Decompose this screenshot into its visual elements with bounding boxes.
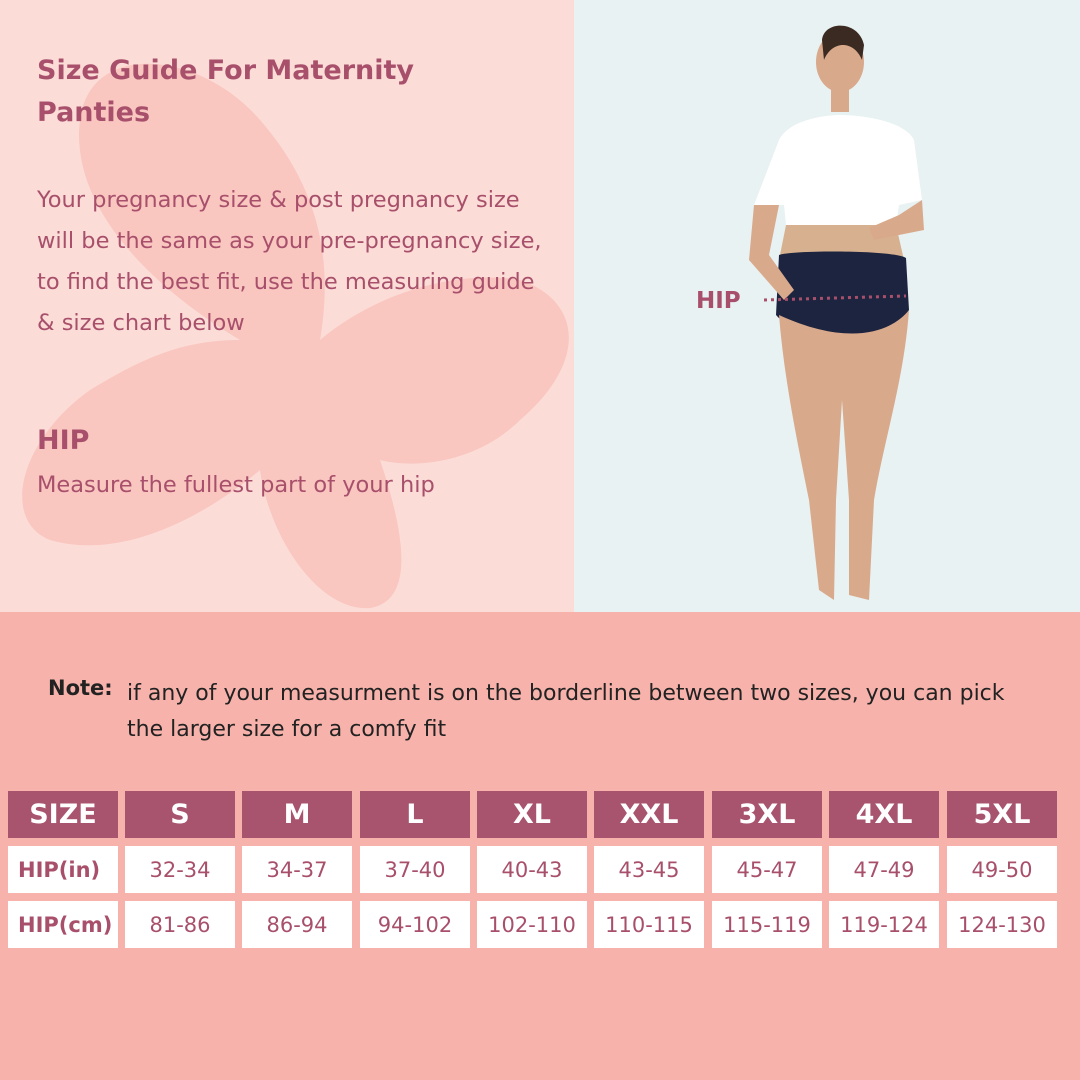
model-photo xyxy=(574,0,1080,612)
size-header: SIZE xyxy=(8,791,118,838)
size-header-cell: XXL xyxy=(594,791,704,838)
hip-measure-line xyxy=(763,294,907,302)
table-cell: 37-40 xyxy=(360,846,470,893)
size-header-cell: L xyxy=(360,791,470,838)
table-cell: 34-37 xyxy=(242,846,352,893)
note-label: Note: xyxy=(48,676,113,700)
intro-panel: Size Guide For Maternity Panties Your pr… xyxy=(0,0,574,612)
size-header-cell: XL xyxy=(477,791,587,838)
table-cell: 110-115 xyxy=(594,901,704,948)
table-cell: 45-47 xyxy=(712,846,822,893)
table-cell: 32-34 xyxy=(125,846,235,893)
table-cell: 115-119 xyxy=(712,901,822,948)
size-header-cell: 3XL xyxy=(712,791,822,838)
butterfly-decoration xyxy=(22,63,569,609)
table-cell: 102-110 xyxy=(477,901,587,948)
table-cell: 124-130 xyxy=(947,901,1057,948)
row-label: HIP(in) xyxy=(8,846,118,893)
size-header-cell: M xyxy=(242,791,352,838)
row-label: HIP(cm) xyxy=(8,901,118,948)
table-cell: 119-124 xyxy=(829,901,939,948)
intro-text: Your pregnancy size & post pregnancy siz… xyxy=(37,187,542,336)
page-title: Size Guide For Maternity Panties xyxy=(37,55,415,128)
hip-instruction: Measure the fullest part of your hip xyxy=(37,472,435,498)
table-cell: 81-86 xyxy=(125,901,235,948)
size-header-cell: S xyxy=(125,791,235,838)
size-header-cell: 5XL xyxy=(947,791,1057,838)
table-cell: 86-94 xyxy=(242,901,352,948)
table-cell: 47-49 xyxy=(829,846,939,893)
size-header-cell: 4XL xyxy=(829,791,939,838)
table-cell: 49-50 xyxy=(947,846,1057,893)
photo-hip-label: HIP xyxy=(696,288,741,314)
hip-heading: HIP xyxy=(37,425,90,456)
note-text: if any of your measurment is on the bord… xyxy=(127,681,1005,742)
table-cell: 94-102 xyxy=(360,901,470,948)
table-cell: 40-43 xyxy=(477,846,587,893)
table-cell: 43-45 xyxy=(594,846,704,893)
